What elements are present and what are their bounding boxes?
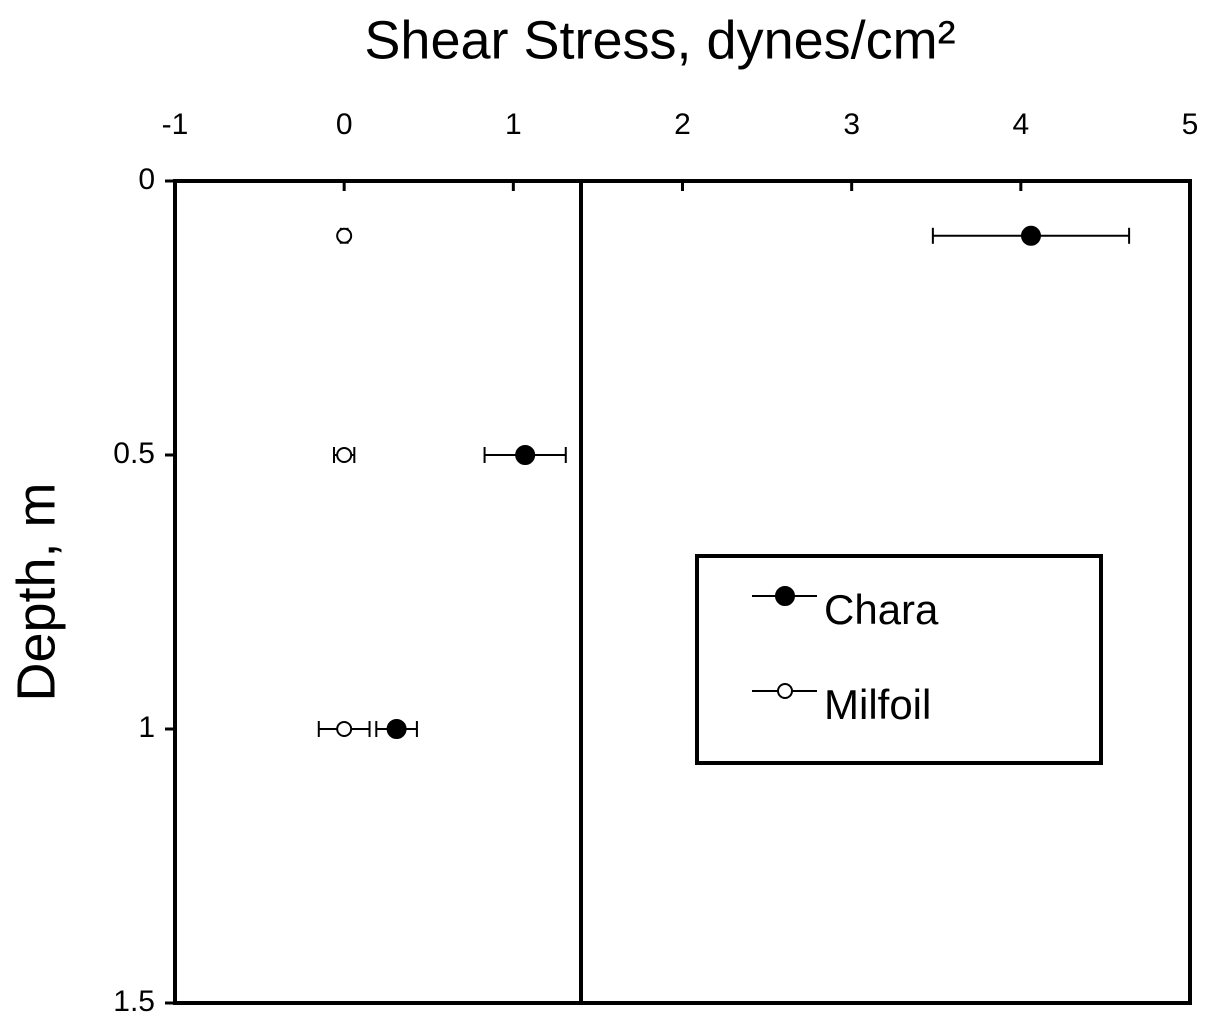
y-tick-label: 0 [138,163,155,196]
x-tick-label: 2 [674,108,691,141]
x-tick-label: 1 [505,108,522,141]
point [336,447,353,463]
x-tick-label: -1 [162,108,189,141]
y-tick-label: 1 [138,711,155,744]
legend-box [695,554,1103,765]
point [386,719,407,739]
y-tick-label: 0.5 [113,437,155,470]
y-tick-label: 1.5 [113,985,155,1018]
point [336,227,353,244]
legend-marker [777,683,793,699]
point [1020,225,1041,246]
chart-title: Shear Stress, dynes/cm² [364,10,955,70]
legend-label: Chara [824,586,939,633]
point [336,721,353,737]
x-tick-label: 4 [1012,108,1029,141]
legend-marker [775,586,795,606]
point [515,445,536,465]
x-tick-label: 5 [1182,108,1199,141]
y-axis-label: Depth, m [6,482,66,701]
legend-label: Milfoil [824,681,931,728]
x-tick-label: 3 [843,108,860,141]
x-tick-label: 0 [336,108,353,141]
